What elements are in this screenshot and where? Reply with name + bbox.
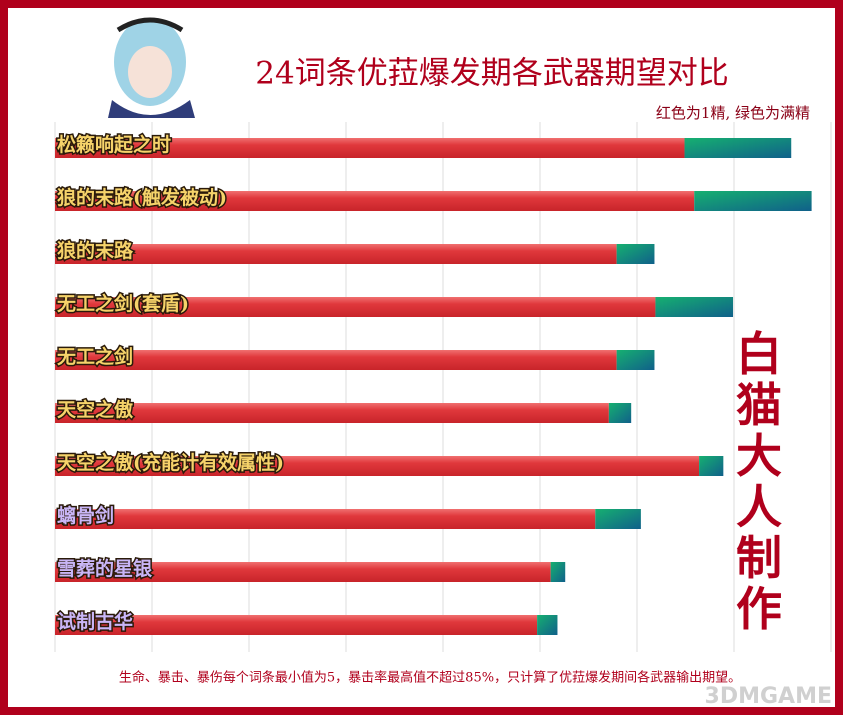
avatar <box>108 17 195 118</box>
bar-segment <box>55 403 609 423</box>
bar-segment <box>550 562 566 582</box>
bar-segment <box>55 244 617 264</box>
bar-segment <box>55 138 685 158</box>
bar-segment <box>595 509 641 529</box>
watermark: 3DMGAME <box>705 684 832 709</box>
side-note-char: 作 <box>736 582 782 636</box>
chart-title: 24词条优菈爆发期各武器期望对比 <box>255 56 728 92</box>
bar-segment <box>55 350 617 370</box>
bar-segment <box>55 297 656 317</box>
side-note-char: 白 <box>736 327 782 381</box>
bar-segment <box>684 138 792 158</box>
bar-segment <box>608 403 632 423</box>
category-label: 雪葬的星银 <box>57 557 153 580</box>
footnote: 生命、暴击、暴伤每个词条最小值为5，暴击率最高值不超过85%，只计算了优菈爆发期… <box>119 670 741 686</box>
side-note-char: 大 <box>736 429 782 483</box>
category-label: 松籁响起之时 <box>57 133 171 156</box>
category-label: 无工之剑 <box>57 345 133 368</box>
category-label: 狼的末路 <box>57 239 134 262</box>
bar-segment <box>55 562 551 582</box>
category-label: 天空之傲 <box>57 398 134 421</box>
side-note-char: 人 <box>736 480 782 534</box>
bar-segment <box>616 244 655 264</box>
chart-subtitle: 红色为1精, 绿色为满精 <box>656 104 810 122</box>
side-note-char: 制 <box>736 531 782 585</box>
category-label: 狼的末路(触发被动) <box>57 186 227 209</box>
bar-segment <box>55 456 700 476</box>
bar-segment <box>694 191 812 211</box>
category-label: 天空之傲(充能计有效属性) <box>57 451 284 474</box>
category-label: 螭骨剑 <box>57 504 114 527</box>
bar-segment <box>616 350 655 370</box>
bar-segment <box>55 191 695 211</box>
category-label: 无工之剑(套盾) <box>57 292 189 315</box>
bar-segment <box>55 615 538 635</box>
bar-segment <box>537 615 558 635</box>
bar-segment <box>55 509 596 529</box>
side-note-char: 猫 <box>736 378 782 432</box>
bar-segment <box>699 456 724 476</box>
category-label: 试制古华 <box>57 610 133 633</box>
bar-segment <box>655 297 734 317</box>
